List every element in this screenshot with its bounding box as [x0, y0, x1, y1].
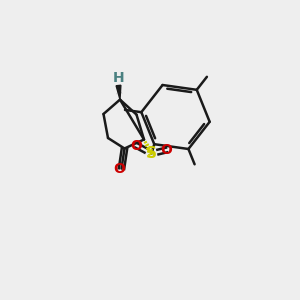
- Text: O: O: [130, 139, 142, 152]
- Text: H: H: [113, 71, 124, 85]
- Text: O: O: [160, 143, 172, 157]
- Text: O: O: [113, 162, 125, 176]
- Polygon shape: [116, 85, 121, 100]
- Text: S: S: [146, 146, 157, 161]
